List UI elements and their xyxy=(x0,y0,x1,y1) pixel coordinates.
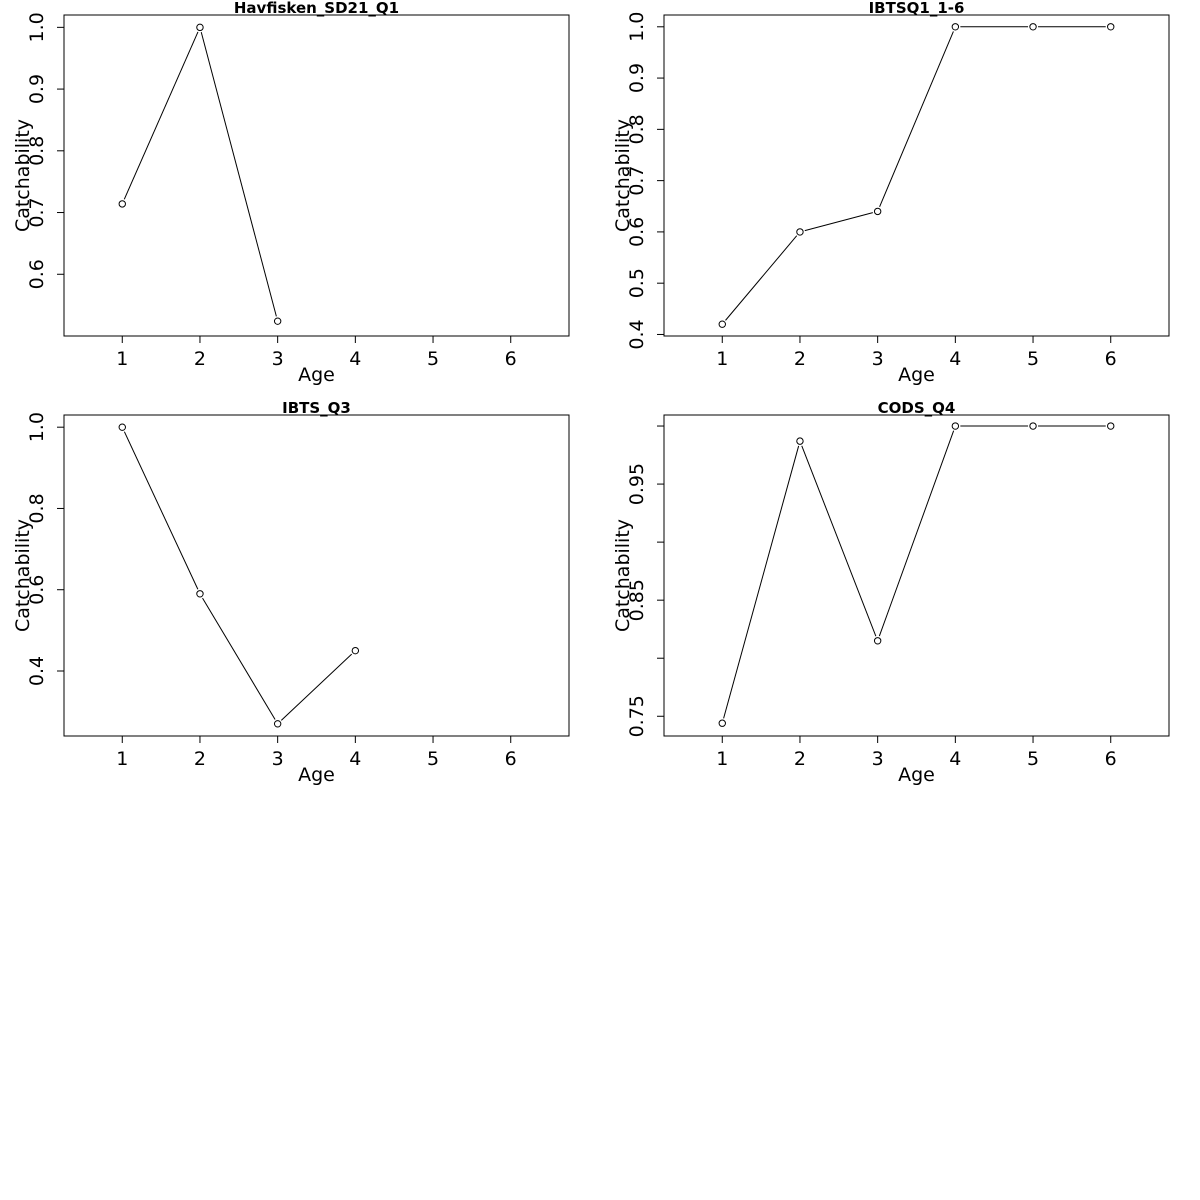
y-tick-label: 0.75 xyxy=(626,695,648,737)
data-point xyxy=(118,200,126,208)
y-tick-label: 0.4 xyxy=(626,319,648,349)
y-tick-label: 0.8 xyxy=(26,493,48,523)
x-tick-label: 2 xyxy=(794,748,806,770)
x-tick-label: 4 xyxy=(949,348,961,370)
data-point xyxy=(196,590,204,598)
y-tick-label: 0.6 xyxy=(26,259,48,289)
plot-frame xyxy=(663,414,1170,737)
chart-title: CODS_Q4 xyxy=(878,399,956,417)
data-point xyxy=(951,23,960,31)
data-point xyxy=(718,719,726,727)
x-tick-label: 5 xyxy=(427,348,439,370)
x-tick-label: 6 xyxy=(1105,748,1117,770)
chart-panel-3: IBTS_Q3 1 2 3 4 5 6 Age 0.4 0.6 0.8 1.0 Catchability xyxy=(12,399,570,786)
series-line-segment xyxy=(878,430,955,637)
y-tick-label: 0.95 xyxy=(626,463,648,505)
x-tick-label: 4 xyxy=(349,348,361,370)
series-line-segment xyxy=(723,445,800,719)
chart-panel-4: CODS_Q4 1 2 3 4 5 6 Age 0.75 0.85 0.95 Catchability xyxy=(612,399,1170,786)
data-point xyxy=(873,637,882,645)
data-point xyxy=(718,320,726,328)
y-tick-label: 1.0 xyxy=(26,12,48,42)
series-line-segment xyxy=(202,597,276,720)
series-line-segment xyxy=(804,212,873,232)
data-point xyxy=(1029,23,1037,31)
plot-frame xyxy=(663,14,1170,337)
data-point xyxy=(351,646,360,655)
x-tick-label: 4 xyxy=(949,748,961,770)
x-tick-label: 1 xyxy=(716,348,728,370)
data-point xyxy=(1029,422,1037,430)
x-axis-label: Age xyxy=(298,764,335,786)
data-point xyxy=(196,23,204,32)
y-tick-label: 0.85 xyxy=(626,579,648,621)
series-line-segment xyxy=(123,31,199,200)
chart-panel-1: Havfisken_SD21_Q1 1 2 3 4 5 6 Age 0.6 0.7 0.8 0.9 1.… xyxy=(12,0,570,386)
x-tick-label: 1 xyxy=(116,748,128,770)
y-axis-label: Catchability xyxy=(612,119,634,232)
x-tick-label: 5 xyxy=(1027,748,1039,770)
y-tick-label: 0.5 xyxy=(626,268,648,298)
data-point xyxy=(118,423,126,431)
chart-title: IBTS_Q3 xyxy=(282,399,351,417)
y-tick-label: 0.7 xyxy=(26,197,48,227)
data-point xyxy=(796,437,804,445)
x-axis-label: Age xyxy=(898,764,935,786)
data-point xyxy=(873,207,882,216)
series-line-segment xyxy=(725,235,798,321)
x-tick-label: 3 xyxy=(872,348,884,370)
x-tick-label: 5 xyxy=(1027,348,1039,370)
y-tick-label: 1.0 xyxy=(626,12,648,42)
y-tick-label: 0.6 xyxy=(626,217,648,247)
data-point xyxy=(273,720,282,728)
y-tick-label: 0.7 xyxy=(626,166,648,196)
plot-frame xyxy=(63,14,570,337)
series-line-segment xyxy=(200,32,277,317)
x-tick-label: 1 xyxy=(716,748,728,770)
data-point xyxy=(1107,422,1115,430)
x-axis-label: Age xyxy=(298,364,335,386)
series-line-segment xyxy=(123,431,199,590)
y-tick-label: 0.6 xyxy=(26,575,48,605)
x-tick-label: 3 xyxy=(272,748,284,770)
chart-title: IBTSQ1_1-6 xyxy=(869,0,965,17)
x-tick-label: 2 xyxy=(794,348,806,370)
data-point xyxy=(951,422,960,430)
x-tick-label: 6 xyxy=(1105,348,1117,370)
y-axis-label: Catchability xyxy=(12,119,34,232)
series-line-segment xyxy=(280,653,353,721)
series-line-segment xyxy=(879,31,954,207)
x-tick-label: 3 xyxy=(872,748,884,770)
y-tick-label: 0.9 xyxy=(626,63,648,93)
chart-title: Havfisken_SD21_Q1 xyxy=(234,0,399,17)
y-tick-label: 1.0 xyxy=(26,412,48,442)
chart-panel-2: IBTSQ1_1-6 1 2 3 4 5 6 Age 0.4 0.5 0.6 0.7 0.8 0.9 1.0… xyxy=(612,0,1170,386)
x-tick-label: 5 xyxy=(427,748,439,770)
x-tick-label: 4 xyxy=(349,748,361,770)
x-tick-label: 1 xyxy=(116,348,128,370)
data-point xyxy=(1107,23,1115,31)
y-tick-label: 0.4 xyxy=(26,656,48,686)
y-tick-label: 0.8 xyxy=(626,114,648,144)
x-tick-label: 3 xyxy=(272,348,284,370)
series-line-segment xyxy=(801,445,877,637)
x-tick-label: 6 xyxy=(505,748,517,770)
x-tick-label: 2 xyxy=(194,348,206,370)
x-axis-label: Age xyxy=(898,364,935,386)
y-axis-label: Catchability xyxy=(612,519,634,632)
data-point xyxy=(273,317,282,325)
y-axis-label: Catchability xyxy=(12,519,34,632)
y-tick-label: 0.8 xyxy=(26,136,48,166)
data-point xyxy=(796,228,804,236)
x-tick-label: 2 xyxy=(194,748,206,770)
y-tick-label: 0.9 xyxy=(26,74,48,104)
x-tick-label: 6 xyxy=(505,348,517,370)
